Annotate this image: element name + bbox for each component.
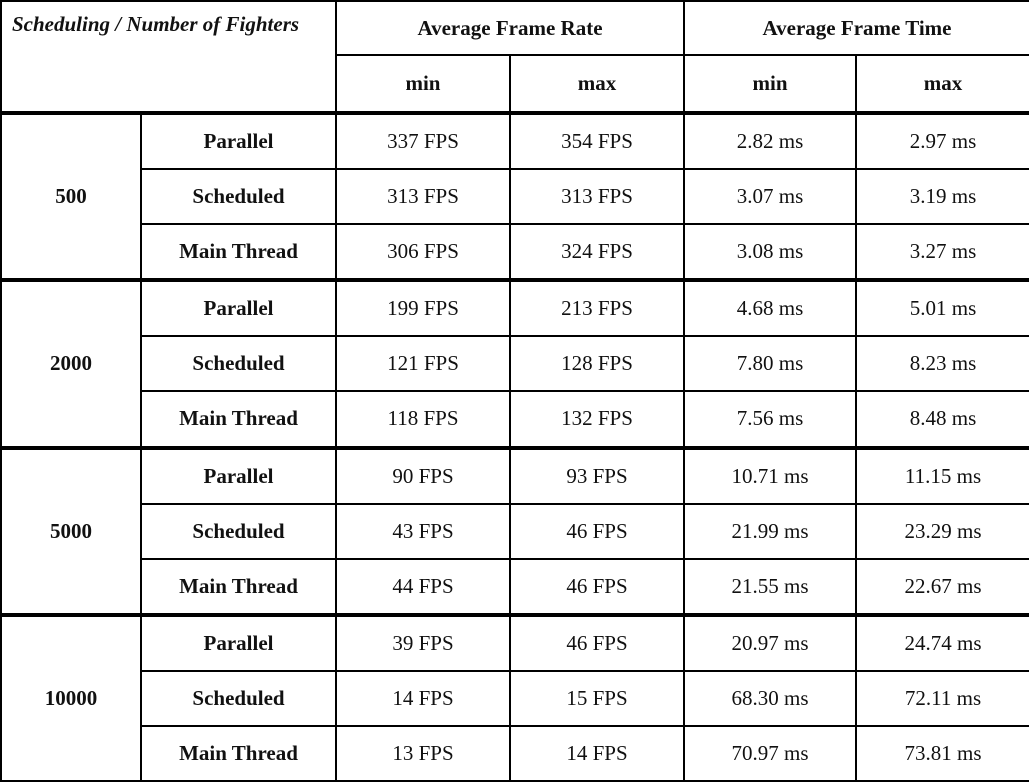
value-cell: 93 FPS (508, 445, 686, 505)
data-row: 5000 Parallel 90 FPS 93 FPS 10.71 ms 11.15 ms (0, 445, 1029, 616)
data-row: Scheduled 43 FPS 46 FPS 21.99 ms 23.29 ms (1, 502, 1029, 560)
fighters-cell: 5000 (0, 445, 142, 616)
value-cell: 132 FPS (508, 390, 686, 449)
value-cell: 43 FPS (335, 502, 511, 560)
value-cell: 121 FPS (335, 335, 511, 393)
data-row: 500 Parallel 337 FPS 354 FPS 2.82 ms 2.97 ms (0, 111, 1029, 282)
value-cell: 21.99 ms (683, 502, 858, 560)
scheduling-cell: Main Thread (140, 557, 337, 616)
data-row: 2000 Parallel 199 FPS 213 FPS 4.68 ms 5.01 ms (0, 278, 1029, 449)
value-cell: 199 FPS (335, 278, 511, 338)
scheduling-cell: Main Thread (140, 390, 337, 449)
subheader-cell: max (855, 54, 1029, 115)
corner-header: Scheduling / Number of Fighters (0, 0, 337, 115)
subheader-cell: min (335, 54, 511, 115)
data-row: 10000 Parallel 39 FPS 46 FPS 20.97 ms 24.74 m… (0, 612, 1029, 782)
value-cell: 7.56 ms (683, 390, 858, 449)
value-cell: 46 FPS (508, 502, 686, 560)
value-cell: 213 FPS (508, 278, 686, 338)
value-cell: 313 FPS (508, 168, 686, 226)
scheduling-cell: Scheduled (140, 502, 337, 560)
data-row: Main Thread 118 FPS 132 FPS 7.56 ms 8.48 ms (1, 390, 1029, 449)
value-cell: 2.97 ms (855, 111, 1029, 171)
value-cell: 14 FPS (335, 669, 511, 727)
subheader-cell: max (508, 54, 686, 115)
data-row: Main Thread 13 FPS 14 FPS 70.97 ms 73.81 ms (1, 724, 1029, 782)
value-cell: 354 FPS (508, 111, 686, 171)
value-cell: 15 FPS (508, 669, 686, 727)
data-row: Scheduled 121 FPS 128 FPS 7.80 ms 8.23 ms (1, 335, 1029, 393)
value-cell: 3.07 ms (683, 168, 858, 226)
column-group-header: Average Frame Time (683, 0, 1029, 57)
value-cell: 24.74 ms (855, 612, 1029, 672)
value-cell: 13 FPS (335, 724, 511, 782)
scheduling-cell: Parallel (140, 278, 337, 338)
scheduling-cell: Scheduled (140, 335, 337, 393)
scheduling-cell: Main Thread (140, 724, 337, 782)
value-cell: 73.81 ms (855, 724, 1029, 782)
value-cell: 46 FPS (508, 612, 686, 672)
value-cell: 324 FPS (508, 223, 686, 282)
value-cell: 46 FPS (508, 557, 686, 616)
value-cell: 21.55 ms (683, 557, 858, 616)
value-cell: 90 FPS (335, 445, 511, 505)
value-cell: 337 FPS (335, 111, 511, 171)
value-cell: 11.15 ms (855, 445, 1029, 505)
data-row: Scheduled 14 FPS 15 FPS 68.30 ms 72.11 ms (1, 669, 1029, 727)
value-cell: 118 FPS (335, 390, 511, 449)
subheader-cell: min (683, 54, 858, 115)
data-row: Scheduled 313 FPS 313 FPS 3.07 ms 3.19 ms (1, 168, 1029, 226)
data-row: Main Thread 306 FPS 324 FPS 3.08 ms 3.27 ms (1, 223, 1029, 282)
scheduling-cell: Parallel (140, 445, 337, 505)
value-cell: 20.97 ms (683, 612, 858, 672)
value-cell: 22.67 ms (855, 557, 1029, 616)
fighters-cell: 2000 (0, 278, 142, 449)
value-cell: 3.19 ms (855, 168, 1029, 226)
value-cell: 5.01 ms (855, 278, 1029, 338)
fighters-cell: 500 (0, 111, 142, 282)
value-cell: 14 FPS (508, 724, 686, 782)
fighters-cell: 10000 (0, 612, 142, 782)
value-cell: 4.68 ms (683, 278, 858, 338)
scheduling-cell: Scheduled (140, 669, 337, 727)
value-cell: 39 FPS (335, 612, 511, 672)
scheduling-cell: Parallel (140, 612, 337, 672)
value-cell: 70.97 ms (683, 724, 858, 782)
value-cell: 3.27 ms (855, 223, 1029, 282)
column-group-header: Average Frame Rate (334, 0, 686, 57)
value-cell: 306 FPS (335, 223, 511, 282)
value-cell: 72.11 ms (855, 669, 1029, 727)
value-cell: 23.29 ms (855, 502, 1029, 560)
value-cell: 68.30 ms (683, 669, 858, 727)
value-cell: 44 FPS (335, 557, 511, 616)
scheduling-cell: Scheduled (140, 168, 337, 226)
value-cell: 2.82 ms (683, 111, 858, 171)
value-cell: 128 FPS (508, 335, 686, 393)
scheduling-cell: Parallel (140, 111, 337, 171)
value-cell: 8.48 ms (855, 390, 1029, 449)
header-row: Scheduling / Number of Fighters Average … (0, 0, 1029, 115)
value-cell: 7.80 ms (683, 335, 858, 393)
scheduling-cell: Main Thread (140, 223, 337, 282)
subheader-row: min max min max (1, 54, 1029, 115)
value-cell: 3.08 ms (683, 223, 858, 282)
data-row: Main Thread 44 FPS 46 FPS 21.55 ms 22.67 ms (1, 557, 1029, 616)
value-cell: 8.23 ms (855, 335, 1029, 393)
value-cell: 10.71 ms (683, 445, 858, 505)
value-cell: 313 FPS (335, 168, 511, 226)
